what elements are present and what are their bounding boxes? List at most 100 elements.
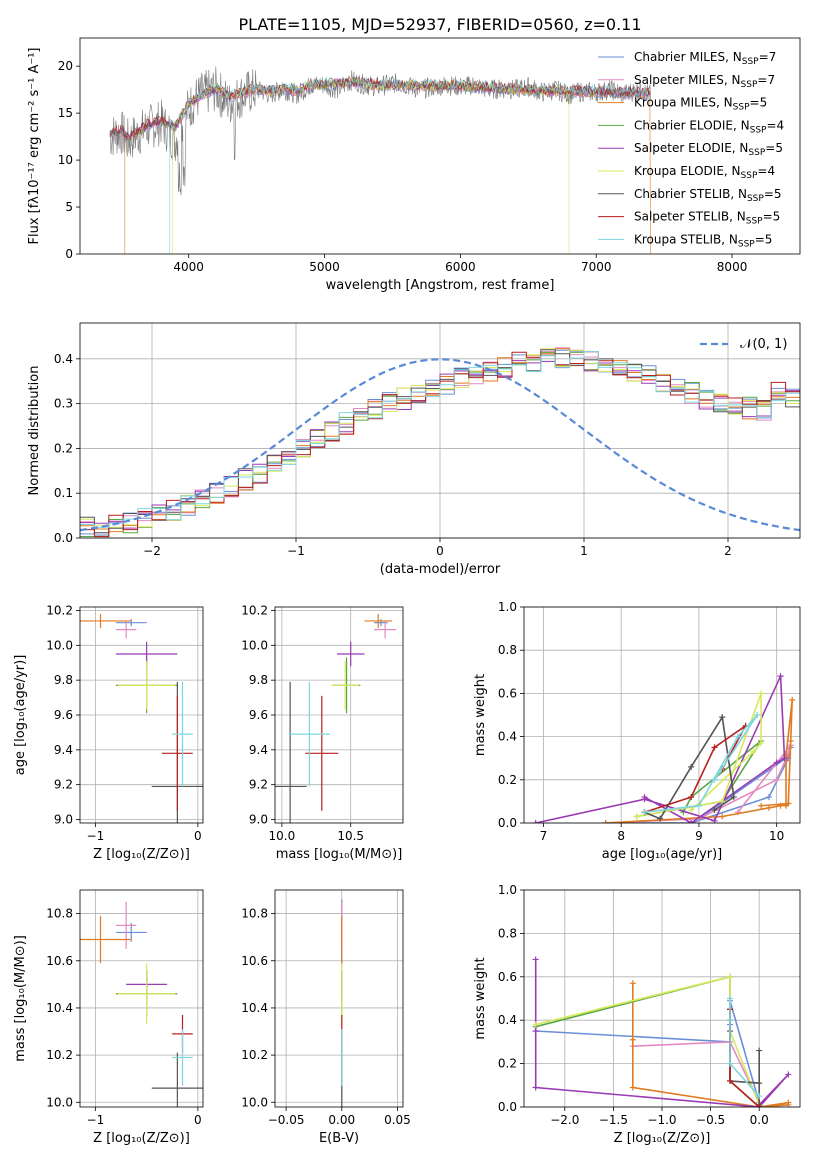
y-tick-label: 0.6 bbox=[498, 686, 517, 700]
y-tick-label: 9.4 bbox=[54, 743, 73, 757]
y-axis-label: Normed distribution bbox=[27, 366, 42, 496]
y-tick-label: 9.2 bbox=[249, 778, 268, 792]
weight-marker bbox=[711, 807, 718, 814]
histogram-series bbox=[80, 348, 800, 528]
weight-marker bbox=[727, 1017, 734, 1024]
y-tick-label: 0.4 bbox=[54, 352, 73, 366]
x-tick-label: 10.5 bbox=[337, 829, 364, 843]
y-tick-label: 9.4 bbox=[249, 743, 268, 757]
y-tick-label: 0.0 bbox=[498, 816, 517, 830]
y-tick-label: 10.4 bbox=[241, 1001, 268, 1015]
x-tick-label: 0 bbox=[194, 1113, 202, 1127]
y-tick-label: 15 bbox=[58, 106, 73, 120]
y-tick-label: 10 bbox=[58, 153, 73, 167]
axes-frame bbox=[274, 889, 404, 1108]
histogram-series bbox=[80, 351, 800, 537]
y-tick-label: 10.2 bbox=[241, 603, 268, 617]
y-axis-label: age [log₁₀(age/yr)] bbox=[13, 655, 28, 776]
weight-marker bbox=[756, 1080, 763, 1087]
y-tick-label: 0.8 bbox=[498, 643, 517, 657]
y-tick-label: 0.4 bbox=[498, 730, 517, 744]
x-tick-label: 4000 bbox=[173, 260, 204, 274]
weight-area bbox=[532, 956, 792, 1107]
legend-entry: Salpeter ELODIE, NSSP=5 bbox=[634, 141, 783, 158]
x-tick-label: −0.05 bbox=[268, 1113, 305, 1127]
weight-marker bbox=[765, 804, 772, 811]
y-tick-label: 10.6 bbox=[46, 954, 73, 968]
axes-frame bbox=[523, 889, 801, 1108]
weight-marker bbox=[773, 759, 780, 766]
histogram-series bbox=[80, 349, 800, 529]
x-tick-label: 5000 bbox=[309, 260, 340, 274]
x-tick-label: −0.5 bbox=[696, 1113, 725, 1127]
weight-marker bbox=[688, 807, 695, 814]
x-axis-label: Z [log₁₀(Z/Z⊙)] bbox=[93, 1131, 190, 1146]
y-tick-label: 9.6 bbox=[249, 708, 268, 722]
errorbar-area bbox=[275, 613, 397, 823]
weight-marker bbox=[641, 809, 648, 816]
weight-marker bbox=[711, 744, 718, 751]
y-tick-label: 9.6 bbox=[54, 708, 73, 722]
figure-title: PLATE=1105, MJD=52937, FIBERID=0560, z=0… bbox=[238, 15, 641, 34]
legend-entry: Salpeter MILES, NSSP=7 bbox=[634, 73, 775, 90]
x-tick-label: 8 bbox=[617, 829, 625, 843]
y-tick-label: 0.0 bbox=[54, 531, 73, 545]
x-tick-label: 7 bbox=[540, 829, 548, 843]
weight-series-line bbox=[644, 714, 735, 820]
y-tick-label: 10.0 bbox=[241, 1095, 268, 1109]
weight-marker bbox=[756, 1093, 763, 1100]
weight-area bbox=[532, 673, 796, 823]
y-axis-label: Flux [fλ10⁻¹⁷ erg cm⁻² s⁻¹ A⁻¹] bbox=[27, 48, 42, 245]
x-tick-label: −1 bbox=[87, 1113, 105, 1127]
y-tick-label: 0.6 bbox=[498, 970, 517, 984]
axes-frame bbox=[79, 606, 204, 824]
y-tick-label: 9.0 bbox=[54, 813, 73, 827]
x-tick-label: −1.5 bbox=[599, 1113, 628, 1127]
weight-marker bbox=[688, 820, 695, 823]
x-tick-label: −2.0 bbox=[550, 1113, 579, 1127]
x-axis-label: age [log₁₀(age/yr)] bbox=[602, 847, 723, 862]
weight-marker bbox=[633, 813, 640, 820]
model-spectrum-line bbox=[169, 76, 649, 254]
y-tick-label: 9.8 bbox=[249, 673, 268, 687]
x-tick-label: 7000 bbox=[581, 260, 612, 274]
weight-series-line bbox=[636, 693, 762, 818]
y-tick-label: 0.2 bbox=[498, 1057, 517, 1071]
legend-entry: Chabrier STELIB, NSSP=5 bbox=[634, 187, 782, 204]
x-tick-label: 0.05 bbox=[384, 1113, 411, 1127]
weight-marker bbox=[641, 794, 648, 801]
x-tick-label: 2 bbox=[724, 544, 732, 558]
weight-marker bbox=[532, 1084, 539, 1091]
x-tick-label: −1 bbox=[287, 544, 305, 558]
legend-entry: Kroupa STELIB, NSSP=5 bbox=[634, 232, 772, 249]
weight-marker bbox=[629, 980, 636, 987]
axes-frame bbox=[79, 37, 801, 255]
y-tick-label: 10.8 bbox=[241, 907, 268, 921]
y-tick-label: 0 bbox=[65, 247, 73, 261]
weight-marker bbox=[758, 740, 765, 747]
legend-entry: Salpeter STELIB, NSSP=5 bbox=[634, 210, 780, 227]
weight-marker bbox=[750, 748, 757, 755]
y-tick-label: 0.3 bbox=[54, 397, 73, 411]
weight-marker bbox=[688, 794, 695, 801]
x-tick-label: 0.00 bbox=[328, 1113, 355, 1127]
y-tick-label: 10.8 bbox=[46, 907, 73, 921]
weight-marker bbox=[777, 673, 784, 680]
x-tick-label: 10 bbox=[769, 829, 784, 843]
y-tick-label: 0.8 bbox=[498, 926, 517, 940]
legend-entry: Kroupa MILES, NSSP=5 bbox=[634, 96, 767, 113]
weight-marker bbox=[657, 815, 664, 822]
y-tick-label: 10.0 bbox=[241, 638, 268, 652]
weight-marker bbox=[758, 802, 765, 809]
x-tick-label: 0 bbox=[194, 829, 202, 843]
errorbar-area bbox=[80, 613, 203, 823]
weight-marker bbox=[787, 737, 794, 744]
weight-marker bbox=[727, 1060, 734, 1067]
weight-marker bbox=[765, 794, 772, 801]
legend-entry: 𝒩(0, 1) bbox=[740, 337, 787, 352]
x-tick-label: −1.0 bbox=[647, 1113, 676, 1127]
weight-series-line bbox=[729, 998, 760, 1097]
y-tick-label: 9.2 bbox=[54, 778, 73, 792]
y-tick-label: 10.2 bbox=[46, 1048, 73, 1062]
